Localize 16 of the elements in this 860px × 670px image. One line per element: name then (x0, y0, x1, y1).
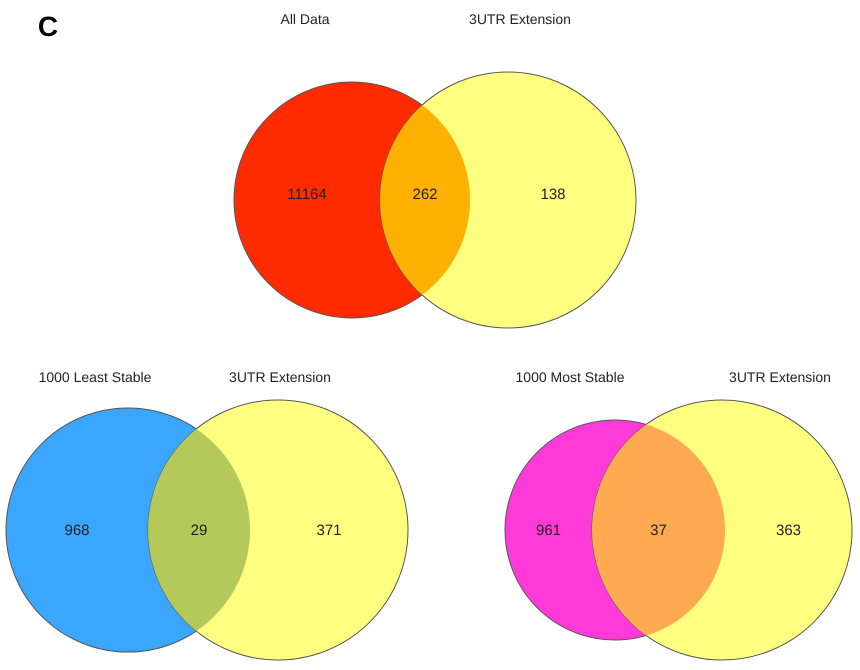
data-label: 138 (540, 186, 566, 203)
text: 3UTR Extension (729, 369, 831, 385)
text: 3UTR Extension (229, 369, 331, 385)
data-label: 371 (316, 522, 342, 539)
data-label: 11164 (287, 186, 327, 203)
data-label: 37 (650, 522, 667, 539)
data-label: 961 (536, 522, 562, 539)
data-label: 968 (64, 522, 90, 539)
text: 1000 Most Stable (516, 369, 625, 385)
data-label: 363 (776, 522, 802, 539)
data-label: 262 (412, 186, 438, 203)
text: C (38, 11, 58, 42)
text: 3UTR Extension (469, 11, 571, 27)
text: 1000 Least Stable (38, 369, 152, 385)
data-label: 29 (190, 522, 208, 539)
text: All Data (280, 11, 330, 27)
